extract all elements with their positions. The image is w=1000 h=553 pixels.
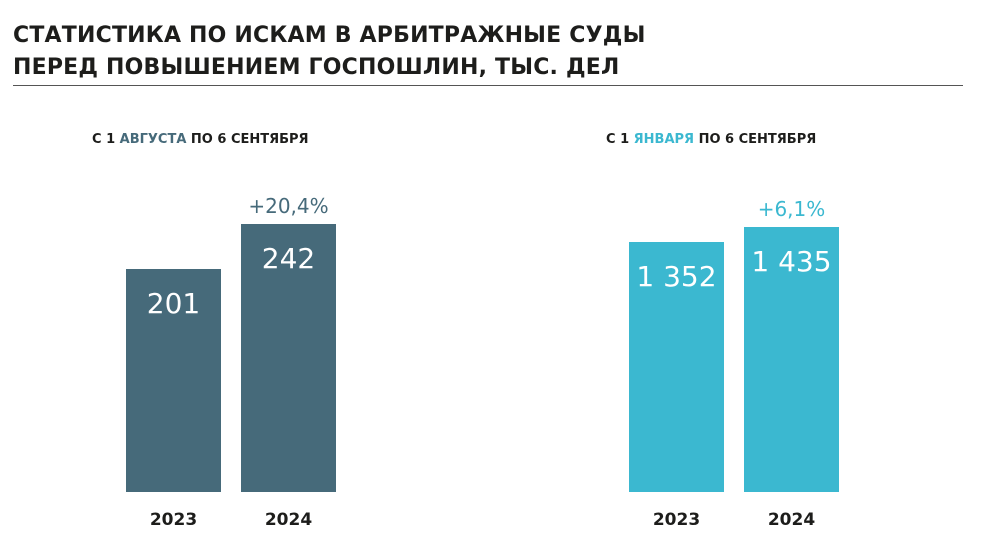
chart-title: СТАТИСТИКА ПО ИСКАМ В АРБИТРАЖНЫЕ СУДЫ П… (13, 20, 646, 84)
title-line-2: ПЕРЕД ПОВЫШЕНИЕМ ГОСПОШЛИН, ТЫС. ДЕЛ (13, 55, 620, 80)
change-label: +6,1% (757, 197, 826, 221)
subtitle-part: ПО 6 СЕНТЯБРЯ (694, 132, 817, 147)
x-tick-label: 2024 (264, 510, 313, 530)
bar-value-label: 1 435 (751, 245, 832, 278)
bar (241, 224, 336, 492)
chart-subtitle: С 1 ЯНВАРЯ ПО 6 СЕНТЯБРЯ (606, 132, 816, 147)
bar (744, 227, 839, 492)
subtitle-part: АВГУСТА (119, 132, 187, 147)
chart-subtitle: С 1 АВГУСТА ПО 6 СЕНТЯБРЯ (92, 132, 309, 147)
title-line-1: СТАТИСТИКА ПО ИСКАМ В АРБИТРАЖНЫЕ СУДЫ (13, 23, 646, 48)
bar-value-label: 242 (261, 242, 316, 275)
bar-value-label: 201 (146, 287, 201, 321)
bar (629, 242, 724, 492)
subtitle-part: С 1 (606, 132, 634, 147)
x-tick-label: 2023 (149, 510, 198, 530)
change-label: +20,4% (248, 194, 329, 218)
subtitle-part: ЯНВАРЯ (633, 132, 695, 147)
x-tick-label: 2023 (652, 510, 701, 530)
subtitle-part: ПО 6 СЕНТЯБРЯ (186, 132, 309, 147)
x-tick-label: 2024 (767, 510, 816, 530)
bar-value-label: 1 352 (636, 260, 717, 294)
divider (13, 85, 963, 86)
bar (126, 269, 221, 492)
subtitle-part: С 1 (92, 132, 120, 147)
